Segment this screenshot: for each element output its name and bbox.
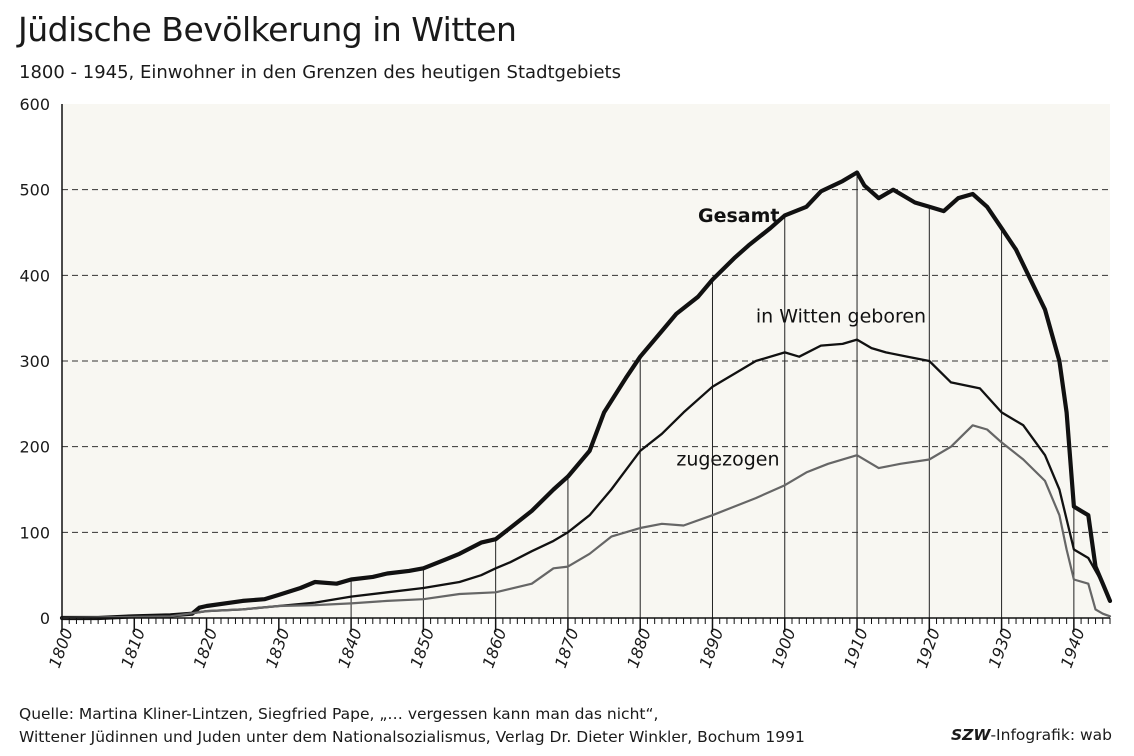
credit-brand: SZW: [950, 726, 991, 744]
x-tick-label: 1830: [262, 626, 294, 671]
x-tick-label: 1810: [117, 626, 149, 671]
x-tick-label: 1930: [985, 626, 1017, 671]
x-tick-label: 1870: [551, 626, 583, 671]
y-tick-label: 500: [19, 181, 50, 200]
y-tick-label: 200: [19, 438, 50, 457]
y-tick-label: 0: [40, 609, 50, 628]
series-label-2: in Witten geboren: [756, 305, 926, 327]
x-tick-label: 1910: [840, 626, 872, 671]
source-line-2: Wittener Jüdinnen und Juden unter dem Na…: [19, 728, 805, 746]
y-tick-label: 100: [19, 523, 50, 542]
y-tick-label: 400: [19, 266, 50, 285]
chart-subtitle: 1800 - 1945, Einwohner in den Grenzen de…: [19, 62, 621, 83]
series-line-3: [60, 424, 1112, 620]
series-lines: [59, 170, 1113, 621]
line-chart: 0 100 200 300 400 500 600 1800 1810 1820 1830 1840 1…: [19, 95, 1113, 671]
source-note: Quelle: Martina Kliner-Lintzen, Siegfrie…: [19, 703, 805, 749]
y-tick-label: 300: [19, 352, 50, 371]
y-tick-label: 600: [19, 95, 50, 114]
x-tick-label: 1880: [623, 626, 655, 671]
series-labels: Gesamt in Witten geboren zugezogen: [676, 205, 926, 470]
x-tick-label: 1820: [189, 626, 221, 671]
x-tick-label: 1850: [406, 626, 438, 671]
x-tick-label: 1800: [45, 626, 77, 671]
x-tick-label: 1940: [1057, 626, 1089, 671]
chart-title: Jüdische Bevölkerung in Witten: [18, 10, 517, 49]
x-tick-label: 1920: [912, 626, 944, 671]
credit-text: -Infografik: wab: [990, 726, 1112, 744]
series-label-3: zugezogen: [676, 449, 779, 471]
series-line-1: [59, 170, 1113, 621]
x-tick-label: 1900: [768, 626, 800, 671]
x-tick-label: 1890: [695, 626, 727, 671]
series-label-1: Gesamt: [698, 205, 780, 227]
source-line-1: Quelle: Martina Kliner-Lintzen, Siegfrie…: [19, 705, 659, 723]
series-line-2: [60, 338, 1112, 620]
credit: SZW-Infografik: wab: [951, 726, 1112, 744]
x-tick-label: 1840: [334, 626, 366, 671]
x-tick-label: 1860: [479, 626, 511, 671]
grid: [62, 172, 1110, 618]
